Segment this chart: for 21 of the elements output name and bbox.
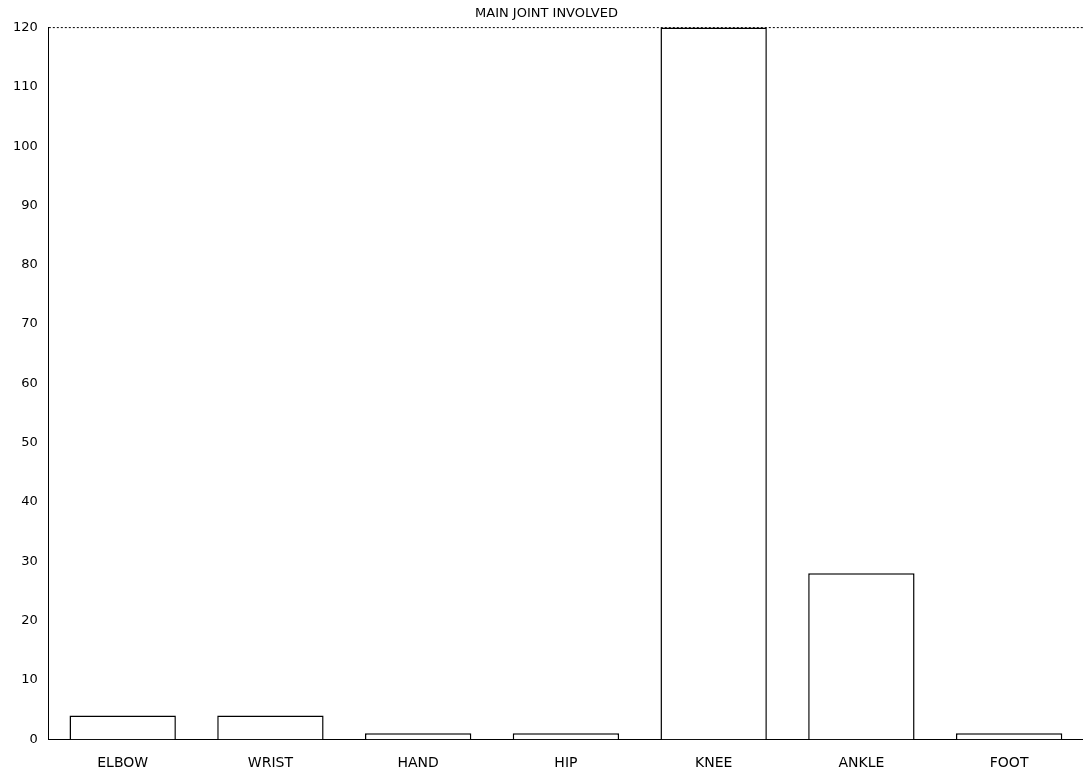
x-tick-label: ELBOW bbox=[97, 754, 149, 771]
y-tick-label: 20 bbox=[21, 611, 38, 627]
y-tick-label: 50 bbox=[21, 434, 38, 450]
y-tick-label: 10 bbox=[21, 671, 38, 687]
y-tick-label: 60 bbox=[21, 374, 38, 390]
y-tick-label: 80 bbox=[21, 256, 38, 272]
y-tick-label: 0 bbox=[29, 730, 38, 746]
x-tick-label: ANKLE bbox=[838, 754, 885, 771]
y-tick-label: 70 bbox=[21, 315, 38, 331]
x-tick-label: HAND bbox=[397, 754, 439, 771]
y-tick-label: 90 bbox=[21, 196, 38, 212]
y-tick-label: 110 bbox=[12, 78, 38, 94]
y-tick-label: 40 bbox=[21, 493, 38, 509]
y-tick-label: 120 bbox=[12, 18, 38, 34]
x-tick-label: FOOT bbox=[989, 754, 1029, 771]
y-tick-label: 30 bbox=[21, 552, 38, 568]
x-tick-label: HIP bbox=[554, 754, 578, 771]
chart-title: MAIN JOINT INVOLVED bbox=[475, 5, 618, 21]
x-tick-label: WRIST bbox=[247, 754, 294, 771]
x-tick-label: KNEE bbox=[694, 754, 733, 771]
y-tick-label: 100 bbox=[12, 137, 38, 153]
